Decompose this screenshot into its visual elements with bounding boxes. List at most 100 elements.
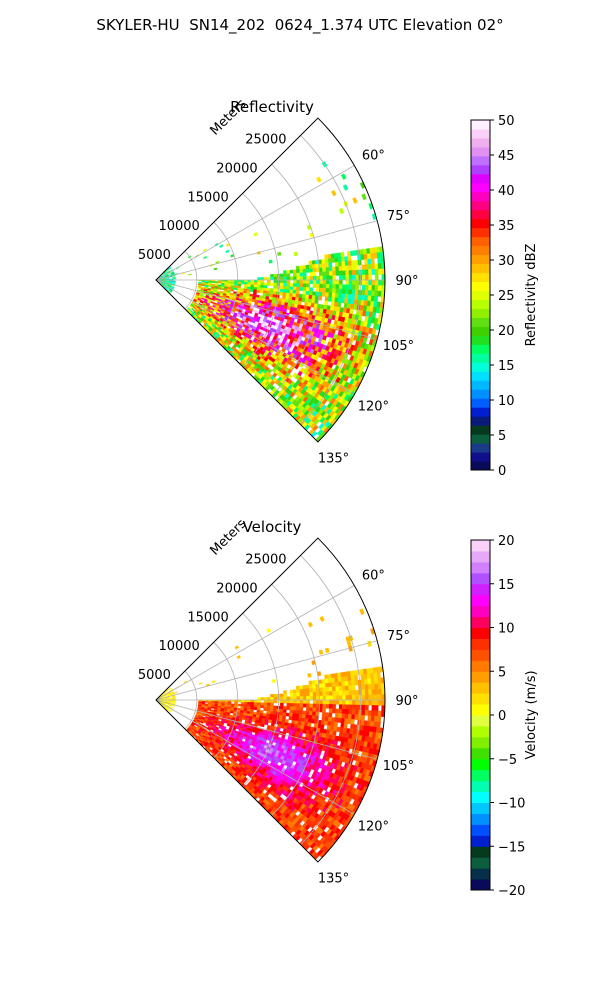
colorbar-tick-label: 5 xyxy=(498,665,506,680)
colorbar-swatch xyxy=(471,693,490,705)
colorbar-swatch xyxy=(471,813,490,825)
azimuth-line xyxy=(155,699,378,760)
colorbar-swatch xyxy=(471,671,490,683)
azimuth-line xyxy=(155,585,355,701)
colorbar-swatch xyxy=(471,254,490,265)
colorbar-swatch xyxy=(471,857,490,869)
colorbar-swatch xyxy=(471,769,490,782)
azimuth-tick-label: 135° xyxy=(318,451,349,466)
colorbar-tick-label: 50 xyxy=(498,114,515,129)
range-tick-label: 15000 xyxy=(187,610,228,625)
colorbar-swatch xyxy=(471,146,490,157)
colorbar-swatch xyxy=(471,317,490,327)
colorbar-swatch xyxy=(471,802,490,814)
colorbar-tick-label: 0 xyxy=(498,464,506,479)
azimuth-tick-label: 60° xyxy=(362,569,385,584)
colorbar-swatch xyxy=(471,704,490,716)
azimuth-line xyxy=(155,165,355,281)
reflectivity-echo-field xyxy=(155,161,386,443)
colorbar-swatch xyxy=(471,128,490,139)
colorbar-tick-label: 10 xyxy=(498,394,515,409)
colorbar-tick-label: −15 xyxy=(498,840,525,855)
colorbar-swatch xyxy=(471,200,490,211)
sector-outline xyxy=(155,117,386,443)
colorbar-swatch xyxy=(471,747,490,760)
azimuth-line xyxy=(155,220,378,281)
azimuth-tick-label: 75° xyxy=(387,209,410,224)
velocity-colorbar: −20 −15 −10 −5 0 5 10 15 20 Velocity (m/s) xyxy=(470,534,539,899)
colorbar-swatch xyxy=(471,627,490,639)
reflectivity-colorbar: 0 5 10 15 20 25 30 35 40 45 50 Reflectivity dBZ xyxy=(470,114,539,479)
colorbar-swatch xyxy=(471,173,490,184)
colorbar-tick-label: 10 xyxy=(498,622,515,637)
colorbar-tick-label: 20 xyxy=(498,324,515,339)
colorbar-swatch xyxy=(471,353,490,363)
azimuth-tick-label: 105° xyxy=(383,759,414,774)
azimuth-line xyxy=(155,279,378,340)
range-axis-label: Meters xyxy=(207,516,249,558)
colorbar-swatch xyxy=(471,660,490,672)
colorbar-swatch xyxy=(471,443,490,453)
colorbar-swatch xyxy=(471,649,490,661)
reflectivity-panel: Reflectivity 5000 10000 15000 20000 25000Met… xyxy=(138,96,539,479)
panel-title: Reflectivity xyxy=(230,98,314,116)
colorbar-swatch xyxy=(471,736,490,749)
colorbar-swatch xyxy=(471,209,490,220)
colorbar-swatch xyxy=(471,290,490,300)
colorbar-swatch xyxy=(471,452,490,462)
colorbar-swatch xyxy=(471,236,490,247)
colorbar-swatch xyxy=(471,638,490,650)
colorbar-swatch xyxy=(471,561,490,574)
colorbar-swatch xyxy=(471,550,490,563)
range-tick-label: 20000 xyxy=(216,581,257,596)
colorbar-swatch xyxy=(471,425,490,435)
colorbar-swatch xyxy=(471,407,490,417)
azimuth-tick-label: 120° xyxy=(358,400,389,415)
range-axis-label: Meters xyxy=(207,96,249,138)
range-tick-label: 15000 xyxy=(187,190,228,205)
colorbar-tick-label: 0 xyxy=(498,709,506,724)
colorbar-swatch xyxy=(471,308,490,318)
colorbar-swatch xyxy=(471,272,490,283)
polar-grid xyxy=(155,537,386,863)
azimuth-tick-label: 90° xyxy=(395,694,418,709)
colorbar-tick-label: −20 xyxy=(498,884,525,899)
panel-title: Velocity xyxy=(243,518,302,536)
colorbar-swatch xyxy=(471,164,490,175)
colorbar-swatch xyxy=(471,868,490,880)
colorbar-tick-label: 25 xyxy=(498,289,515,304)
azimuth-tick-label: 60° xyxy=(362,149,385,164)
colorbar-swatch xyxy=(471,682,490,694)
colorbar-swatch xyxy=(471,583,490,596)
azimuth-tick-label: 90° xyxy=(395,274,418,289)
azimuth-tick-label: 120° xyxy=(358,820,389,835)
colorbar-swatch xyxy=(471,715,490,727)
colorbar-swatch xyxy=(471,758,490,771)
colorbar-tick-label: 15 xyxy=(498,578,515,593)
colorbar-swatch xyxy=(471,281,490,292)
range-tick-label: 5000 xyxy=(138,668,171,683)
range-tick-label: 25000 xyxy=(245,132,286,147)
colorbar-swatch xyxy=(471,835,490,847)
range-tick-label: 20000 xyxy=(216,161,257,176)
range-tick-label: 10000 xyxy=(158,639,199,654)
colorbar-label: Velocity (m/s) xyxy=(524,670,539,759)
colorbar-tick-label: 30 xyxy=(498,254,515,269)
colorbar-swatch xyxy=(471,398,490,408)
colorbar-swatch xyxy=(471,605,490,618)
colorbar-swatch xyxy=(471,434,490,444)
colorbar-swatch xyxy=(471,380,490,390)
colorbar-tick-label: 15 xyxy=(498,359,515,374)
azimuth-line xyxy=(155,279,355,395)
azimuth-tick-label: 135° xyxy=(318,871,349,886)
range-tick-label: 5000 xyxy=(138,248,171,263)
colorbar-swatch xyxy=(471,344,490,354)
colorbar-swatch xyxy=(471,616,490,628)
colorbar-tick-label: 40 xyxy=(498,184,515,199)
colorbar-tick-label: 5 xyxy=(498,429,506,444)
colorbar-swatch xyxy=(471,780,490,793)
sector-outline xyxy=(155,537,386,863)
azimuth-line xyxy=(155,640,378,701)
colorbar-label: Reflectivity dBZ xyxy=(524,244,539,347)
colorbar-swatch xyxy=(471,879,490,891)
